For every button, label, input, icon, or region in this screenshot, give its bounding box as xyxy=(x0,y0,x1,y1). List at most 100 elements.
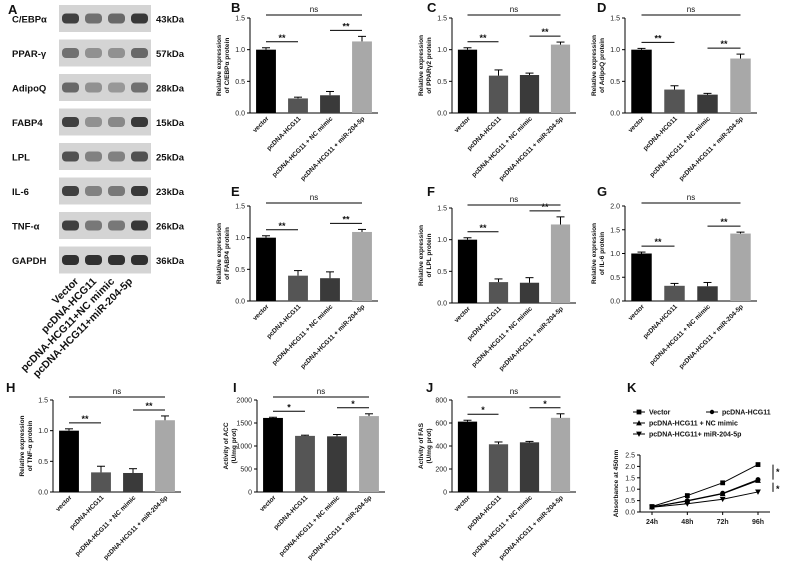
y-tick-label: 0.0 xyxy=(610,299,620,306)
bar xyxy=(730,233,751,301)
y-tick-label: 0.5 xyxy=(610,275,620,282)
y-tick-label: 0.5 xyxy=(610,79,620,86)
y-axis-label-line: (U/mg prot) xyxy=(231,428,238,463)
bar xyxy=(730,58,751,113)
blot-band xyxy=(85,186,102,196)
blot-band xyxy=(85,255,102,265)
y-tick-label: 1.5 xyxy=(38,398,48,405)
blot-band xyxy=(85,117,102,127)
significance-label: ** xyxy=(479,33,487,43)
x-tick-label: pcDNA-HCG11 + miR-204-5p xyxy=(300,115,367,182)
bar xyxy=(295,435,315,492)
blot-band xyxy=(131,220,148,231)
x-tick-label: pcDNA-HCG11 + miR-204-5p xyxy=(498,494,565,561)
panel-F: F 0.0 0.5 1.0 1.5 Relative expressionof LPL p… xyxy=(418,184,576,372)
bar xyxy=(320,95,340,113)
blot-band xyxy=(131,186,148,196)
y-tick-label: 1000 xyxy=(236,444,252,451)
y-tick-label: 1.0 xyxy=(437,47,447,54)
blot-band xyxy=(131,151,148,162)
y-tick-label: 0.0 xyxy=(38,490,48,497)
significance-label: ns xyxy=(310,193,318,202)
significance-label: ns xyxy=(510,387,518,396)
x-tick-label: vector xyxy=(453,115,472,134)
x-tick-label: pcDNA-HCG11 xyxy=(642,303,679,340)
x-tick-label: vector xyxy=(259,494,278,513)
blot-band xyxy=(85,48,102,58)
significance-label: ns xyxy=(310,5,318,14)
x-tick-label: vector xyxy=(252,115,271,134)
series-line xyxy=(651,480,759,508)
panel-C: C 0.0 0.5 1.0 1.5 Relative expressionof PPARγ… xyxy=(418,0,576,182)
x-tick-label: pcDNA-HCG11 + NC mimic xyxy=(74,494,138,558)
data-point xyxy=(684,493,690,498)
x-tick-label: 24h xyxy=(646,519,658,526)
panel-H: H 0.0 0.5 1.0 1.5 Relative expressionof TNF-α… xyxy=(6,380,181,561)
bar xyxy=(519,282,540,303)
protein-label: AdipoQ xyxy=(12,84,46,95)
panel-D: D 0.0 0.5 1.0 1.5 Relative expressionof Adipo… xyxy=(591,0,757,182)
protein-label: C/EBPα xyxy=(12,15,47,26)
blot-band xyxy=(108,13,125,24)
y-tick-label: 0.0 xyxy=(437,111,447,118)
significance-label: ns xyxy=(510,195,518,204)
panel-label: G xyxy=(597,184,607,199)
y-axis-label: Absorbance at 450nm xyxy=(613,450,620,518)
y-axis-label: Activity of ACC(U/mg prot) xyxy=(223,422,238,469)
y-tick-label: 200 xyxy=(435,467,447,474)
significance-label: ** xyxy=(342,21,350,31)
y-tick-label: 0.0 xyxy=(235,299,245,306)
y-tick-label: 1.5 xyxy=(437,206,447,213)
blot-band xyxy=(62,151,79,162)
panel-E: E 0.0 0.5 1.0 1.5 Relative expressionof FABP4… xyxy=(216,184,378,370)
bar xyxy=(256,49,276,113)
y-tick-label: 1.5 xyxy=(625,475,635,482)
y-axis-label-line: Relative expression xyxy=(418,35,425,96)
x-tick-label: pcDNA-HCG11 + miR-204-5p xyxy=(498,115,565,182)
x-tick-label: pcDNA-HCG11 + NC mimic xyxy=(278,494,342,558)
blot-band xyxy=(108,186,125,196)
y-tick-label: 500 xyxy=(240,467,252,474)
blot-band xyxy=(85,220,102,231)
data-point xyxy=(649,504,655,511)
y-tick-label: 0 xyxy=(443,490,447,497)
x-tick-label: pcDNA-HCG11 + miR-204-5p xyxy=(678,303,745,370)
y-axis-label-line: (U/mg prot) xyxy=(426,428,433,463)
y-tick-label: 1.5 xyxy=(437,16,447,23)
significance-label: ** xyxy=(479,223,487,233)
legend-marker xyxy=(636,420,642,426)
significance-label: ** xyxy=(720,217,728,227)
panel-label: A xyxy=(8,2,18,17)
significance-label: ns xyxy=(113,387,121,396)
x-tick-label: pcDNA-HCG11 + NC mimic xyxy=(471,494,535,558)
data-point xyxy=(719,490,726,497)
y-tick-label: 1.0 xyxy=(610,251,620,258)
bar xyxy=(155,420,175,492)
y-axis-label-line: Relative expression xyxy=(591,223,598,284)
x-tick-label: vector xyxy=(627,303,646,322)
x-tick-label: pcDNA-HCG11 + NC mimic xyxy=(471,115,535,179)
y-axis-label-line: Activity of ACC xyxy=(223,422,230,469)
y-axis-label-line: of C/EBPα protein xyxy=(224,38,231,94)
y-tick-label: 1500 xyxy=(236,421,252,428)
molecular-weight-label: 57kDa xyxy=(156,49,185,60)
significance-label: * xyxy=(543,399,547,409)
bar xyxy=(697,286,718,301)
legend-marker xyxy=(709,409,715,415)
significance-label: ns xyxy=(687,5,695,14)
y-tick-label: 1.0 xyxy=(235,47,245,54)
series-line xyxy=(651,464,759,508)
protein-label: GAPDH xyxy=(12,256,46,267)
series-line xyxy=(651,479,759,508)
panel-label: I xyxy=(233,380,237,395)
legend-label: pcDNA-HCG11+ miR-204-5p xyxy=(649,432,741,439)
blot-band xyxy=(62,13,79,24)
panel-label: K xyxy=(627,380,637,395)
significance-label: ** xyxy=(145,401,153,411)
y-axis-label: Relative expressionof PPARγ2 protein xyxy=(418,35,433,96)
bar xyxy=(664,285,685,301)
y-tick-label: 800 xyxy=(435,398,447,405)
legend-label: pcDNA-HCG11 + NC mimic xyxy=(649,421,738,428)
y-tick-label: 0.5 xyxy=(437,269,447,276)
panel-label: H xyxy=(6,380,15,395)
